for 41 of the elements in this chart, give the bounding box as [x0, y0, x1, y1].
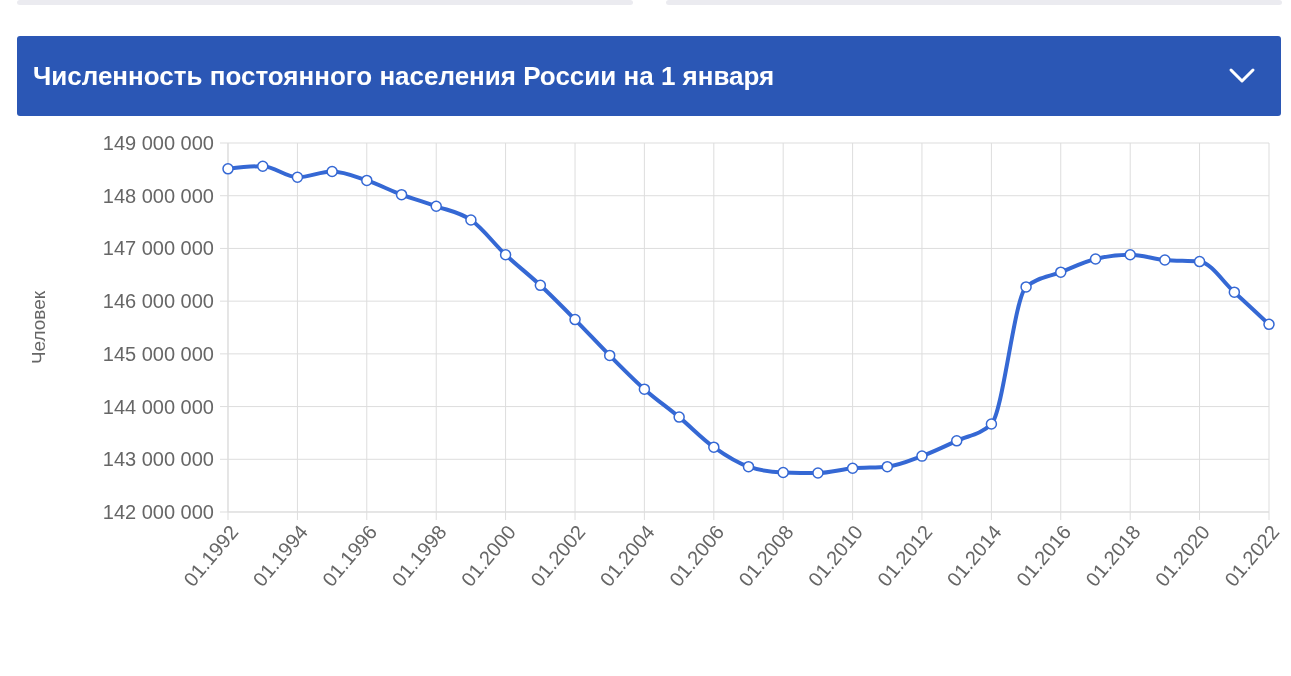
y-tick-label: 143 000 000 — [102, 448, 214, 471]
point — [257, 160, 269, 172]
point — [1089, 253, 1102, 265]
point — [499, 249, 512, 261]
point — [846, 462, 859, 474]
point — [708, 441, 720, 453]
y-tick-label: 149 000 000 — [102, 132, 214, 154]
y-tick-label: 146 000 000 — [102, 290, 214, 313]
point — [1159, 254, 1171, 266]
y-tick-label: 144 000 000 — [102, 395, 214, 418]
point — [326, 165, 338, 178]
point — [881, 460, 894, 473]
point — [1124, 249, 1136, 261]
point — [603, 349, 616, 362]
point — [222, 163, 234, 175]
point — [950, 435, 963, 447]
point — [1193, 255, 1206, 268]
point — [1263, 318, 1275, 331]
point — [395, 188, 408, 201]
point — [1020, 281, 1032, 293]
point — [1055, 266, 1067, 278]
y-tick-label: 148 000 000 — [102, 184, 214, 207]
y-axis-title: Человек — [28, 290, 49, 365]
point — [777, 466, 789, 479]
point — [569, 313, 581, 326]
point — [673, 411, 685, 423]
chart-title: Численность постоянного населения России на 1 января — [33, 61, 775, 91]
point — [291, 171, 304, 184]
point — [638, 383, 651, 395]
point — [361, 174, 373, 187]
y-tick-label: 142 000 000 — [102, 501, 214, 523]
y-tick-label: 147 000 000 — [102, 237, 214, 260]
point — [534, 279, 547, 292]
point — [985, 418, 998, 430]
point — [1228, 286, 1241, 298]
point — [916, 450, 928, 462]
point — [812, 467, 824, 479]
point — [465, 214, 477, 226]
point — [430, 200, 442, 213]
point — [742, 460, 755, 473]
y-tick-label: 145 000 000 — [102, 342, 214, 365]
